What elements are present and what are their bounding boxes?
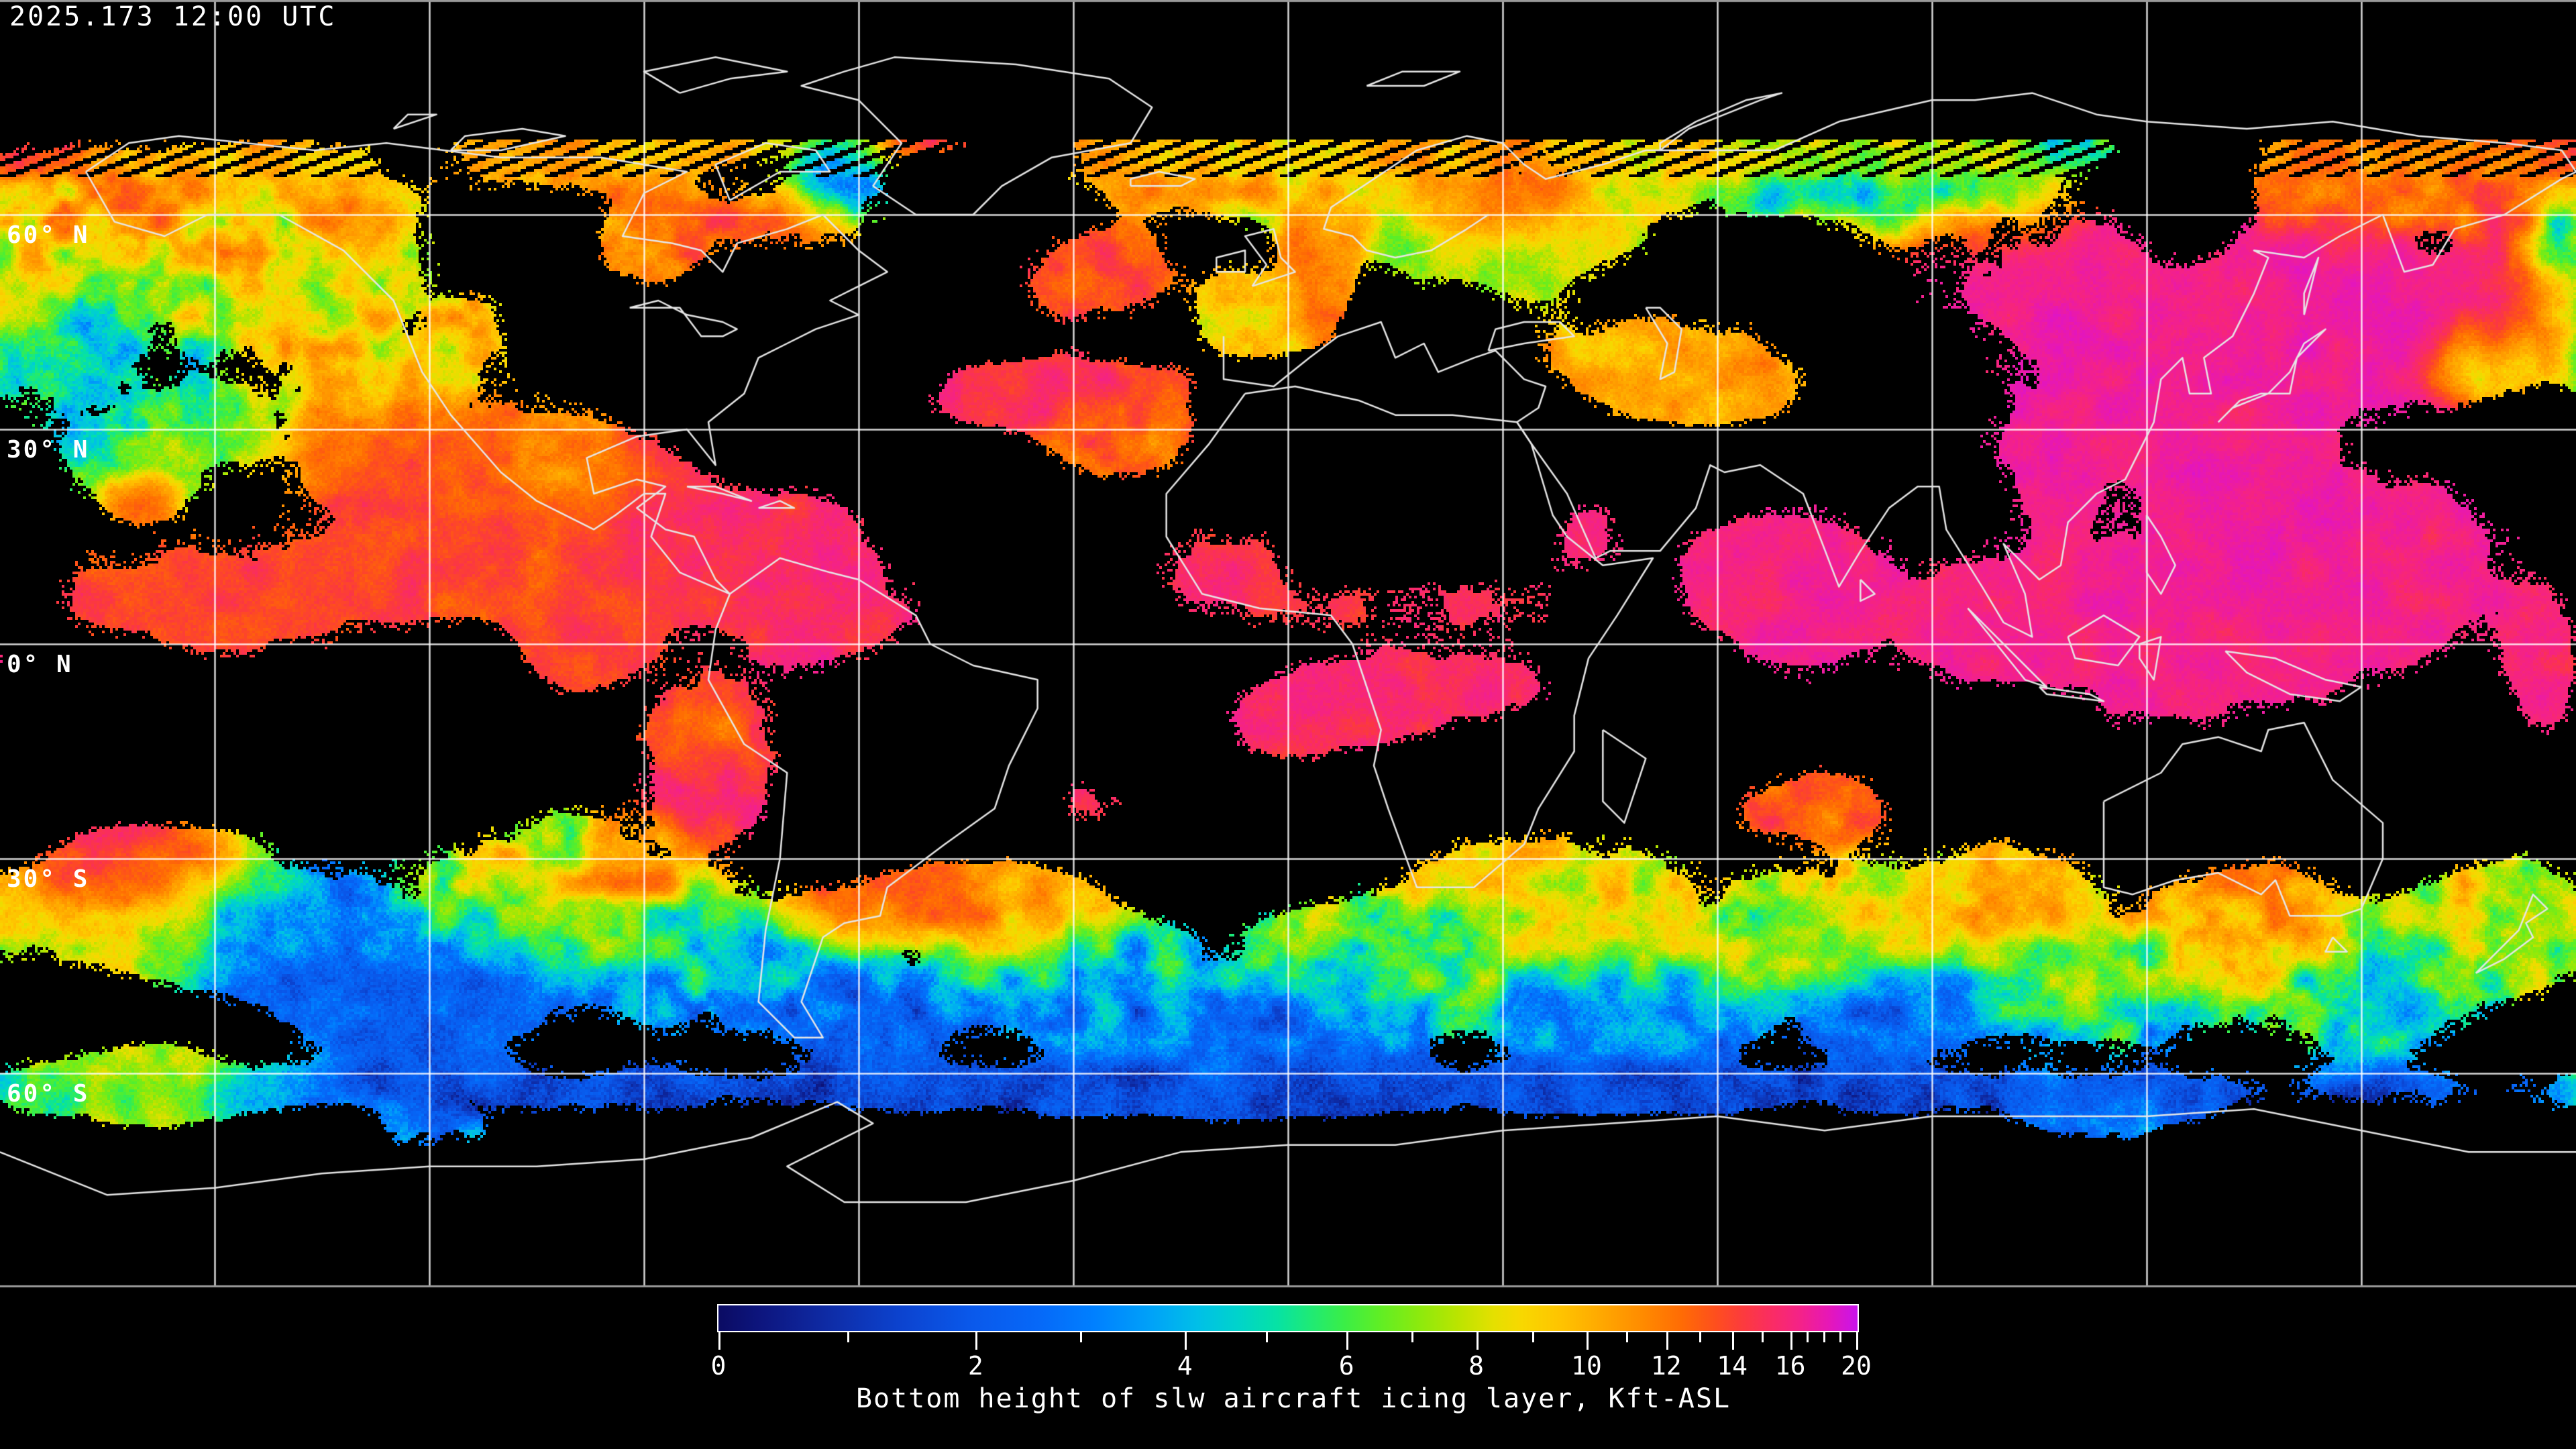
colorbar-minor-tick <box>1411 1332 1413 1342</box>
latitude-label: 30° N <box>7 436 90 464</box>
latitude-label: 0° N <box>7 651 73 678</box>
colorbar-major-tick <box>1856 1332 1858 1350</box>
colorbar-minor-tick <box>847 1332 849 1342</box>
colorbar-major-tick <box>1666 1332 1668 1350</box>
colorbar-major-tick <box>1346 1332 1349 1350</box>
colorbar-tick-label: 0 <box>710 1351 727 1381</box>
colorbar-tick-label: 12 <box>1650 1351 1682 1381</box>
colorbar-minor-tick <box>1626 1332 1629 1342</box>
map-grid-coastline-overlay-canvas <box>0 0 2576 1288</box>
colorbar-major-tick <box>718 1332 720 1350</box>
colorbar-minor-tick <box>1762 1332 1764 1342</box>
colorbar-tick-label: 4 <box>1177 1351 1193 1381</box>
colorbar-major-tick <box>1185 1332 1187 1350</box>
colorbar-tick-label: 2 <box>967 1351 983 1381</box>
colorbar-major-tick <box>1732 1332 1735 1350</box>
colorbar-major-tick <box>1790 1332 1792 1350</box>
colorbar-minor-tick <box>1823 1332 1825 1342</box>
colorbar-major-tick <box>975 1332 978 1350</box>
latitude-label: 30° S <box>7 865 90 893</box>
timestamp-label: 2025.173 12:00 UTC <box>9 1 337 32</box>
colorbar-tick-label: 20 <box>1841 1351 1872 1381</box>
colorbar-tick-label: 10 <box>1571 1351 1602 1381</box>
colorbar-minor-tick <box>1839 1332 1842 1342</box>
colorbar-minor-tick <box>1532 1332 1534 1342</box>
colorbar-major-tick <box>1476 1332 1479 1350</box>
colorbar-tick-label: 16 <box>1774 1351 1806 1381</box>
latitude-label: 60° S <box>7 1080 90 1108</box>
colorbar-minor-tick <box>1807 1332 1809 1342</box>
colorbar-tick-label: 14 <box>1717 1351 1748 1381</box>
colorbar-major-tick <box>1587 1332 1589 1350</box>
colorbar-gradient <box>717 1304 1859 1332</box>
colorbar-title: Bottom height of slw aircraft icing laye… <box>855 1383 1731 1414</box>
colorbar-minor-tick <box>1080 1332 1083 1342</box>
colorbar-tick-label: 6 <box>1338 1351 1354 1381</box>
latitude-label: 60° N <box>7 221 90 249</box>
colorbar-minor-tick <box>1699 1332 1701 1342</box>
colorbar-minor-tick <box>1265 1332 1268 1342</box>
colorbar-tick-label: 8 <box>1468 1351 1484 1381</box>
